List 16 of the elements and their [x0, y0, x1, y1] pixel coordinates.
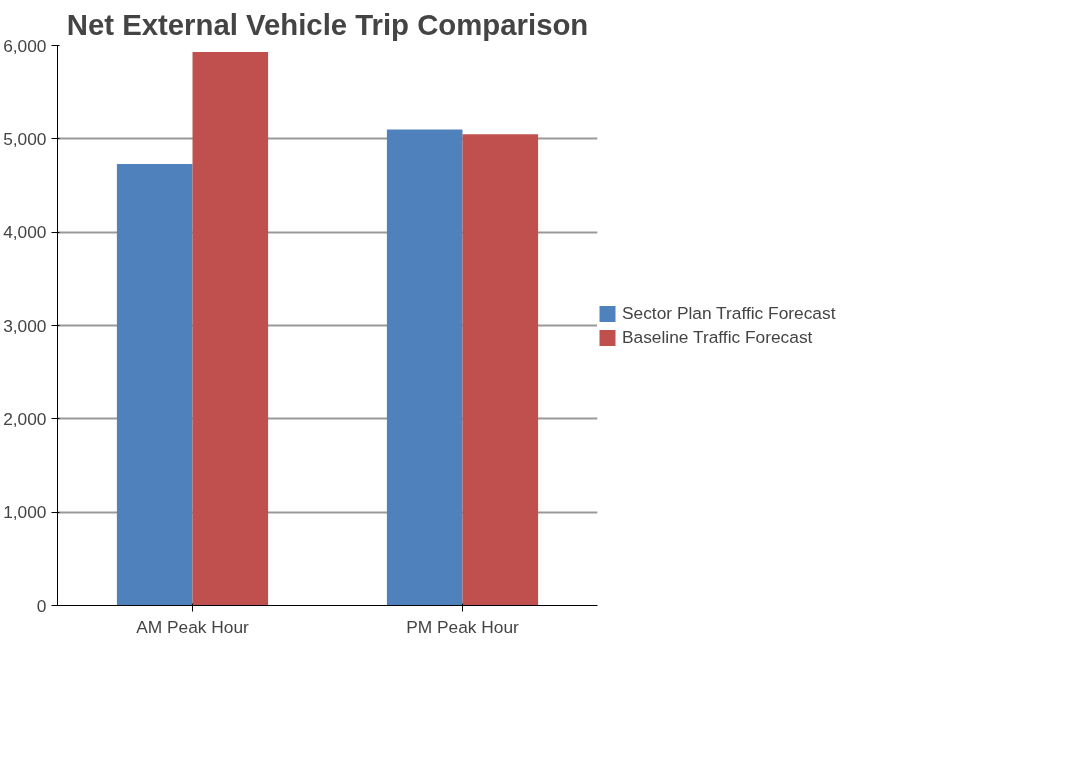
- y-tick-label: 2,000: [3, 408, 47, 429]
- y-tick-label: 6,000: [3, 35, 47, 56]
- legend-label: Baseline Traffic Forecast: [622, 326, 813, 348]
- legend-label: Sector Plan Traffic Forecast: [622, 302, 836, 324]
- x-tick-label: PM Peak Hour: [406, 616, 520, 637]
- bar: [462, 134, 539, 606]
- bar: [116, 164, 193, 606]
- y-tick-label: 3,000: [3, 315, 47, 336]
- y-tick-label: 5,000: [3, 128, 47, 149]
- y-tick-label: 0: [36, 595, 47, 616]
- bar: [192, 52, 269, 606]
- y-tick-label: 1,000: [3, 502, 47, 523]
- x-tick-label: AM Peak Hour: [136, 616, 250, 637]
- bar: [386, 129, 463, 606]
- y-tick-label: 4,000: [3, 222, 47, 243]
- chart-title: Net External Vehicle Trip Comparison: [66, 7, 589, 41]
